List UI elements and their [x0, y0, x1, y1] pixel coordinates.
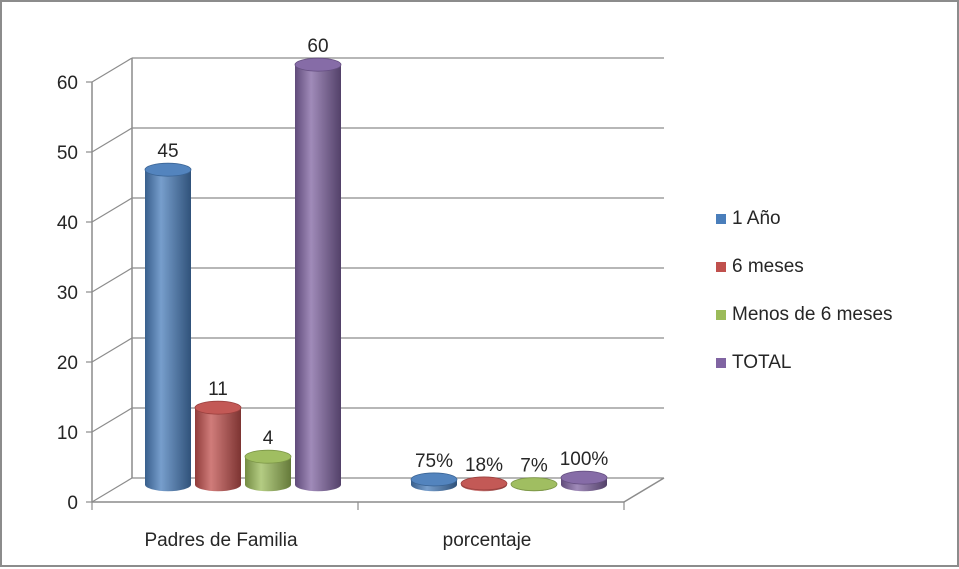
x-category-label: porcentaje — [443, 530, 532, 551]
legend-swatch — [716, 310, 726, 320]
bar-top — [410, 472, 458, 487]
gridline-diagonal — [91, 197, 133, 223]
legend-label: Menos de 6 meses — [732, 304, 893, 325]
bar-top — [510, 477, 558, 492]
legend-label: 6 meses — [732, 256, 804, 277]
y-tick-label: 20 — [57, 353, 78, 374]
bar-1-ano-porcentaje — [410, 472, 458, 492]
bar-6-meses-porcentaje — [460, 476, 508, 492]
data-label: 18% — [465, 455, 503, 476]
legend-item-6-meses: 6 meses — [716, 256, 804, 277]
bar-1-ano-padres-de-familia — [144, 162, 192, 492]
gridline-diagonal — [91, 407, 133, 433]
bar-menos-de-6-meses-padres-de-familia — [244, 449, 292, 492]
data-label: 45 — [157, 141, 178, 162]
bar-body — [145, 169, 191, 492]
gridline-diagonal — [91, 127, 133, 153]
y-tick-label: 40 — [57, 213, 78, 234]
legend-label: 1 Año — [732, 208, 781, 229]
data-label: 75% — [415, 451, 453, 472]
bar-top — [144, 162, 192, 177]
gridline-diagonal — [91, 267, 133, 293]
bar-body — [295, 64, 341, 492]
y-tick-label: 50 — [57, 143, 78, 164]
legend: 1 Año 6 meses Menos de 6 meses TOTAL — [716, 208, 893, 373]
data-label: 4 — [263, 428, 274, 449]
floor-side-edge — [623, 477, 665, 503]
legend-item-1-ano: 1 Año — [716, 208, 781, 229]
legend-swatch — [716, 214, 726, 224]
bar-top — [244, 449, 292, 464]
y-tick-label: 0 — [67, 493, 78, 514]
data-label: 100% — [560, 449, 609, 470]
gridline-diagonal — [91, 337, 133, 363]
data-label: 7% — [520, 456, 548, 477]
gridline-diagonal — [91, 57, 133, 83]
bar-body — [245, 456, 291, 492]
bar-6-meses-padres-de-familia — [194, 400, 242, 492]
legend-item-total: TOTAL — [716, 352, 791, 373]
gridline-diagonal — [91, 477, 133, 503]
x-category-label: Padres de Familia — [144, 530, 298, 551]
bar-top — [460, 476, 508, 491]
bar-top — [560, 470, 608, 485]
legend-swatch — [716, 262, 726, 272]
legend-item-menos-de-6-meses: Menos de 6 meses — [716, 304, 893, 325]
y-tick-label: 60 — [57, 73, 78, 94]
bar-body — [195, 407, 242, 492]
bar-total-padres-de-familia — [294, 57, 342, 492]
y-tick-label: 30 — [57, 283, 78, 304]
axes: 0 10 20 30 40 50 60 Padres de Familia porcentaje — [57, 58, 665, 551]
legend-label: TOTAL — [732, 352, 791, 373]
bar-menos-de-6-meses-porcentaje — [510, 477, 558, 492]
bar-top — [194, 400, 242, 415]
y-tick-label: 10 — [57, 423, 78, 444]
bar-top — [294, 57, 342, 72]
legend-swatch — [716, 358, 726, 368]
bar-total-porcentaje — [560, 470, 608, 492]
data-labels: 45 11 4 60 75% 18% 7% 100% — [157, 36, 608, 477]
data-label: 11 — [208, 379, 228, 400]
bars — [144, 57, 608, 492]
data-label: 60 — [307, 36, 328, 57]
